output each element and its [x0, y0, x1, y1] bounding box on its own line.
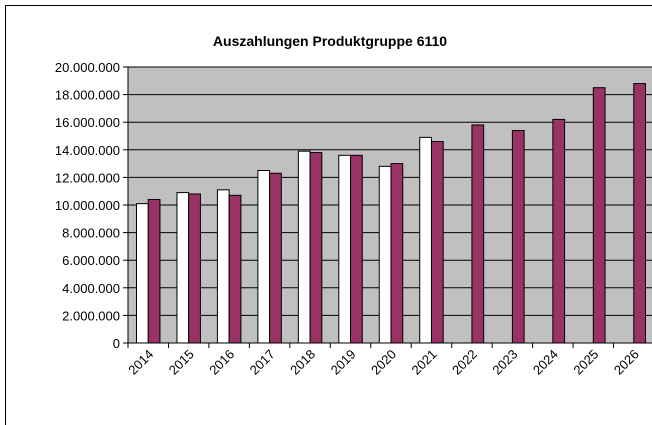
bar [188, 193, 201, 344]
bar [633, 83, 647, 344]
bar [471, 124, 485, 344]
y-tick-label: 18.000.000 [55, 88, 120, 103]
y-tick-label: 4.000.000 [62, 281, 120, 296]
bar [430, 141, 444, 344]
y-tick-label: 12.000.000 [55, 170, 120, 185]
y-tick-label: 16.000.000 [55, 115, 120, 130]
y-tick-label: 20.000.000 [55, 60, 120, 75]
bar [309, 152, 323, 344]
y-tick-label: 14.000.000 [55, 143, 120, 158]
y-tick-label: 6.000.000 [62, 253, 120, 268]
bar [592, 87, 606, 344]
bar [228, 194, 242, 344]
bar [135, 203, 149, 344]
y-tick-label: 8.000.000 [62, 226, 120, 241]
bar [552, 118, 566, 344]
chart-title: Auszahlungen Produktgruppe 6110 [213, 33, 447, 49]
bar [419, 136, 432, 344]
bar [338, 154, 352, 344]
y-tick-label: 10.000.000 [55, 198, 120, 213]
bar [216, 189, 230, 344]
y-tick-label: 0 [113, 336, 120, 351]
bar [257, 170, 271, 344]
bar [350, 154, 363, 344]
bar [378, 165, 392, 344]
bar [176, 192, 190, 344]
bar [269, 172, 282, 344]
bar [511, 129, 525, 344]
bar [297, 150, 311, 344]
bar [147, 198, 161, 344]
y-tick-label: 2.000.000 [62, 308, 120, 323]
bar [390, 163, 404, 344]
